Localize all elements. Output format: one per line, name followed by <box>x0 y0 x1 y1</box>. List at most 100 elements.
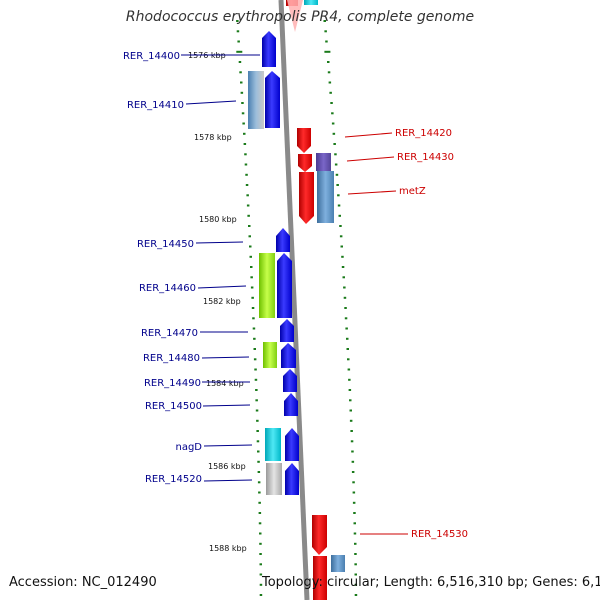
gene-label-rer-14430[interactable]: RER_14430 <box>397 152 454 163</box>
gene-arrow-rer-14460[interactable] <box>277 253 292 318</box>
scale-tick-left <box>258 522 262 525</box>
gene-label-rer-14520[interactable]: RER_14520 <box>145 474 202 485</box>
genome-backbone <box>278 0 310 600</box>
scale-tick-left <box>239 71 242 74</box>
scale-tick-left <box>241 102 244 104</box>
gene-label-rer-14420[interactable]: RER_14420 <box>395 128 452 139</box>
gene-arrow-rer-14480[interactable] <box>281 343 296 368</box>
leader-metz <box>347 190 397 195</box>
scale-tick-left <box>256 430 259 432</box>
gene-label-rer-14480[interactable]: RER_14480 <box>143 353 200 364</box>
scale-tick-right <box>351 450 354 453</box>
scale-tick-right <box>345 327 348 330</box>
scale-tick-right <box>354 542 357 545</box>
gene-box-rer-14480-a[interactable] <box>263 342 277 368</box>
leader-rer-14420 <box>344 132 393 138</box>
scale-tick-left <box>246 204 250 207</box>
scale-tick-right <box>350 430 353 432</box>
scale-tick-left <box>256 440 260 443</box>
gene-arrow-rer-14500[interactable] <box>284 393 298 416</box>
scale-tick-right <box>325 40 328 43</box>
scale-tick-left <box>257 471 261 473</box>
scale-tick-right <box>354 573 357 576</box>
gene-arrow-rer-14520[interactable] <box>285 463 299 495</box>
scale-track-left <box>236 20 263 596</box>
gene-label-rer-14450[interactable]: RER_14450 <box>137 239 194 250</box>
gene-box-rer-14460-a[interactable] <box>259 253 275 318</box>
gene-label-metz[interactable]: metZ <box>399 186 426 197</box>
gene-box-rer-14410-a[interactable] <box>248 71 264 129</box>
scale-tick-left <box>259 583 263 586</box>
gene-arrow-rer-14490[interactable] <box>283 369 297 392</box>
scale-tick-right <box>338 214 341 217</box>
scale-tick-right <box>350 440 354 443</box>
leader-rer-14450 <box>195 241 244 244</box>
scale-tick-right <box>351 471 355 473</box>
scale-tick-right <box>352 501 356 504</box>
scale-tick-left <box>243 143 247 145</box>
gene-box-nagd-a[interactable] <box>265 428 281 461</box>
gene-box-rer-14430-b[interactable] <box>316 153 331 171</box>
forward-strand-features <box>248 31 299 495</box>
scale-tick-left <box>253 348 256 350</box>
scale-tick-left <box>248 235 251 238</box>
kbp-label-1586: 1586 kbp <box>208 462 246 471</box>
scale-tick-left <box>259 532 262 535</box>
gene-label-rer-14400[interactable]: RER_14400 <box>123 51 180 62</box>
scale-tick-left <box>250 266 253 268</box>
gene-arrow-rer-14450[interactable] <box>276 228 290 252</box>
gene-arrow-rer-14410[interactable] <box>265 71 280 128</box>
top-clipped-features <box>286 0 318 32</box>
scale-tick-left <box>244 163 248 166</box>
kbp-label-1584: 1584 kbp <box>206 379 244 388</box>
scale-tick-right <box>334 163 338 166</box>
scale-tick-left <box>251 307 255 309</box>
scale-track-right <box>323 20 358 596</box>
gene-box-metz-b[interactable] <box>317 171 334 223</box>
gene-box-rer-14520-a[interactable] <box>266 463 282 495</box>
gene-label-rer-14500[interactable]: RER_14500 <box>145 401 202 412</box>
scale-tick-left <box>257 481 261 484</box>
scale-tick-left <box>259 553 262 555</box>
scale-tick-left <box>255 399 258 402</box>
scale-tick-right <box>344 317 348 320</box>
gene-arrow-rer-14400[interactable] <box>262 31 276 67</box>
reverse-strand-features <box>297 128 345 600</box>
scale-tick-left <box>248 225 251 227</box>
gene-label-rer-14530[interactable]: RER_14530 <box>411 529 468 540</box>
scale-tick-right <box>352 481 355 484</box>
scale-tick-left <box>257 450 260 453</box>
scale-tick-right <box>353 512 356 514</box>
gene-arrow-rer-14530[interactable] <box>312 515 327 555</box>
scale-tick-right <box>349 419 353 422</box>
gene-arrow-metz[interactable] <box>299 172 314 224</box>
gene-arrow-nagd[interactable] <box>285 428 299 461</box>
scale-tick-left <box>240 81 243 84</box>
gene-label-rer-14470[interactable]: RER_14470 <box>141 328 198 339</box>
gene-label-rer-14490[interactable]: RER_14490 <box>144 378 201 389</box>
gene-box-rer-14530-b[interactable] <box>331 555 345 572</box>
scale-tick-left <box>240 91 244 94</box>
scale-tick-left <box>254 368 257 371</box>
scale-tick-left <box>249 255 252 258</box>
scale-tick-left <box>244 153 247 156</box>
gene-label-rer-14410[interactable]: RER_14410 <box>127 100 184 111</box>
scale-tick-left <box>250 276 253 279</box>
gene-label-nagd[interactable]: nagD <box>175 442 202 453</box>
scale-tick-right <box>337 194 340 197</box>
gene-arrow-rer-14430[interactable] <box>298 154 312 172</box>
scale-tick-right <box>346 348 349 350</box>
scale-tick-left <box>249 245 252 248</box>
scale-tick-left <box>242 122 245 125</box>
scale-tick-right <box>334 153 337 156</box>
gene-label-rer-14460[interactable]: RER_14460 <box>139 283 196 294</box>
leader-nagd <box>203 444 253 447</box>
scale-tick-left <box>241 112 245 115</box>
scale-tick-left <box>255 389 258 391</box>
gene-arrow-rer-14420[interactable] <box>297 128 311 153</box>
accession-text: Accession: NC_012490 <box>9 575 157 590</box>
gene-arrow-rer-14470[interactable] <box>280 319 294 342</box>
scale-tick-left <box>257 460 260 463</box>
scale-tick-left <box>247 214 250 217</box>
scale-tick-right <box>330 102 333 104</box>
